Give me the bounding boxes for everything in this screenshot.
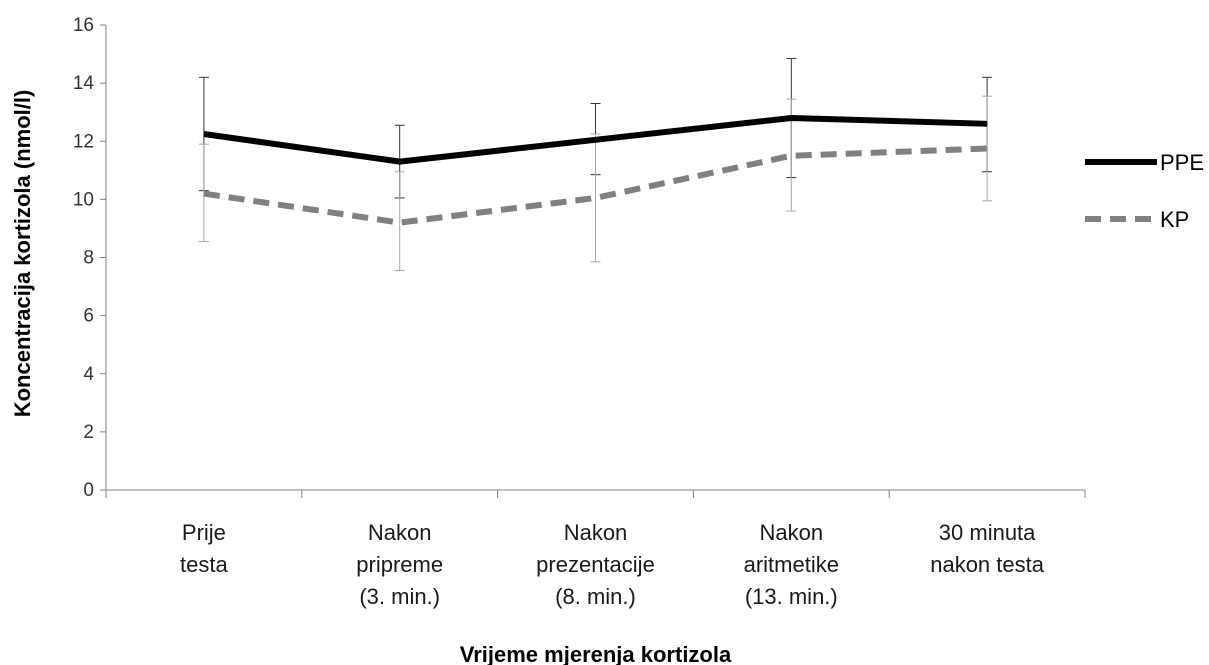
series-lines-layer <box>203 115 988 226</box>
y-tick-label: 16 <box>73 15 94 36</box>
legend: PPE KP <box>1085 150 1204 232</box>
series-line-ppe <box>203 115 988 165</box>
x-category-label-line: Nakon <box>368 520 432 545</box>
x-axis-title: Vrijeme mjerenja kortizola <box>460 642 732 665</box>
x-category-label: Nakon pripreme (3. min.) <box>356 520 443 609</box>
x-category-label-line: 30 minuta <box>939 520 1036 545</box>
x-category-label-line: (3. min.) <box>359 584 440 609</box>
error-bars-layer <box>198 57 993 272</box>
y-tick-layer: 0 2 4 6 8 10 12 14 16 <box>73 15 106 501</box>
x-category-label-line: (8. min.) <box>555 584 636 609</box>
x-category-labels: Prije testa Nakon pripreme (3. min.) Nakon pre… <box>180 520 1045 609</box>
y-tick-label: 6 <box>83 306 94 327</box>
y-axis-title: Koncentracija kortizola (nmol/l) <box>10 90 35 418</box>
x-category-label: Nakon prezentacije (8. min.) <box>536 520 655 609</box>
x-category-label-line: nakon testa <box>930 552 1045 577</box>
x-category-label-line: testa <box>180 552 228 577</box>
x-category-label: Prije testa <box>180 520 228 577</box>
y-tick-label: 0 <box>83 480 94 501</box>
y-tick-label: 2 <box>83 422 94 443</box>
x-category-label-line: Nakon <box>760 520 824 545</box>
y-tick-label: 14 <box>73 73 95 94</box>
y-tick-label: 4 <box>83 364 94 385</box>
series-line-kp <box>203 145 988 226</box>
x-category-label-line: prezentacije <box>536 552 655 577</box>
y-tick-label: 8 <box>83 248 94 269</box>
y-tick-label: 12 <box>73 131 94 152</box>
x-category-label-line: Nakon <box>564 520 628 545</box>
x-category-label: 30 minuta nakon testa <box>930 520 1045 577</box>
legend-label-ppe: PPE <box>1160 150 1204 175</box>
y-tick-label: 10 <box>73 189 94 210</box>
x-category-label: Nakon aritmetike (13. min.) <box>744 520 839 609</box>
x-category-label-line: aritmetike <box>744 552 839 577</box>
x-category-label-line: Prije <box>182 520 226 545</box>
x-category-label-line: pripreme <box>356 552 443 577</box>
x-category-label-line: (13. min.) <box>745 584 838 609</box>
x-tick-layer <box>105 490 1086 498</box>
legend-label-kp: KP <box>1160 207 1189 232</box>
